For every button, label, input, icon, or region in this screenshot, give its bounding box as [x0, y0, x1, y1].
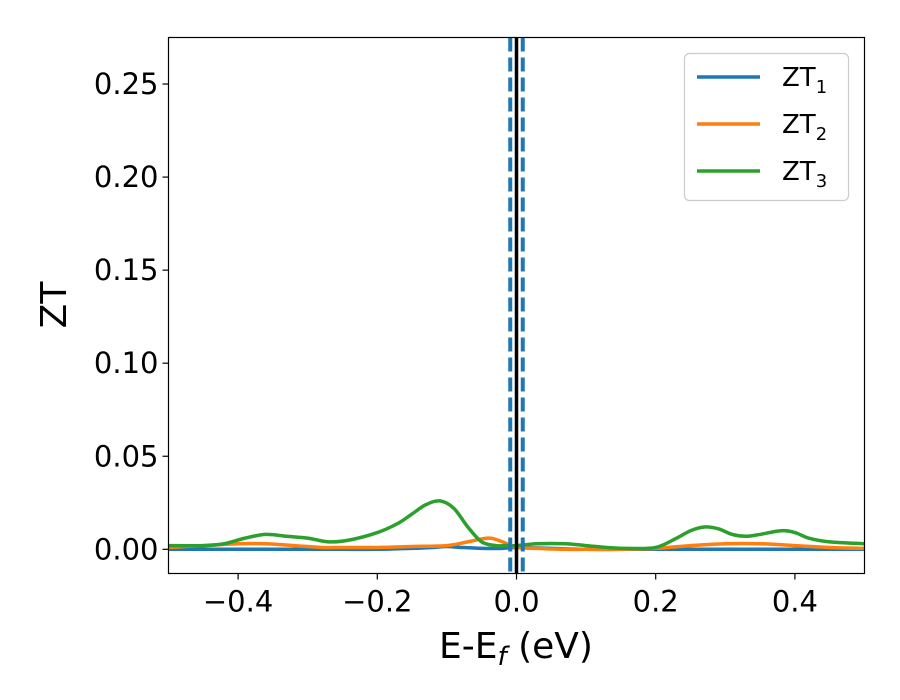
legend-label-zt1: ZT1: [782, 63, 827, 98]
x-tick-label: 0.0: [493, 585, 539, 619]
legend-box: [683, 52, 850, 202]
plot-area: [168, 37, 865, 574]
x-tick-label: −0.4: [203, 585, 273, 619]
x-tick-label: 0.4: [772, 585, 818, 619]
y-tick-label: 0.15: [94, 253, 159, 287]
y-axis-ticks: 0.00 0.05 0.10 0.15 0.20 0.25: [94, 67, 169, 566]
y-tick-label: 0.00: [94, 532, 159, 566]
series-line-zt2: [168, 536, 865, 552]
y-tick-label: 0.20: [94, 160, 159, 194]
series-line-zt1: [168, 544, 865, 552]
y-tick-label: 0.05: [94, 439, 159, 473]
y-tick-label: 0.25: [94, 67, 159, 101]
y-axis-label: ZT: [34, 281, 75, 329]
x-tick-label: −0.2: [342, 585, 412, 619]
legend: ZT1 ZT2 ZT3: [683, 52, 850, 202]
legend-label-zt3: ZT3: [782, 157, 827, 192]
x-axis-label: E-Ef (eV): [439, 626, 593, 672]
x-axis-ticks: −0.4 −0.2 0.0 0.2 0.4: [203, 573, 818, 619]
legend-label-zt2: ZT2: [782, 110, 827, 145]
y-tick-label: 0.10: [94, 346, 159, 380]
x-tick-label: 0.2: [633, 585, 679, 619]
